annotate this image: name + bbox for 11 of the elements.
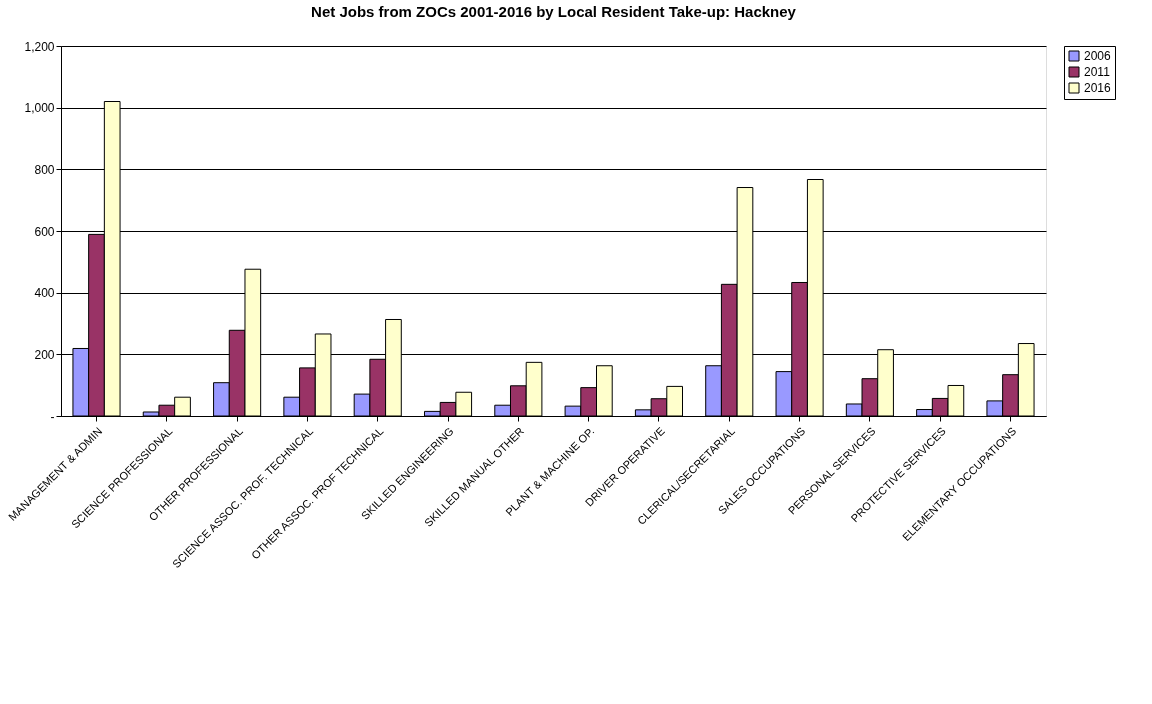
y-tick-label: -	[50, 409, 55, 424]
y-tick-label: 200	[34, 347, 55, 362]
y-tick-label: 1,000	[24, 101, 55, 116]
chart-title: Net Jobs from ZOCs 2001-2016 by Local Resident Take-up: Hackney	[311, 3, 797, 20]
y-tick-label: 1,200	[24, 39, 55, 54]
legend-label: 2006	[1084, 49, 1112, 63]
y-tick-label: 800	[34, 162, 55, 177]
legend-label: 2016	[1084, 81, 1112, 95]
legend-label: 2011	[1084, 65, 1111, 79]
y-tick-label: 600	[34, 224, 55, 239]
y-tick-label: 400	[34, 286, 55, 301]
